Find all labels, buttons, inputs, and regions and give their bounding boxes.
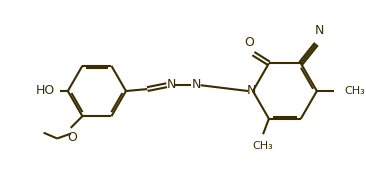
Text: N: N [167, 78, 176, 91]
Text: HO: HO [36, 84, 55, 97]
Text: O: O [67, 131, 76, 144]
Text: N: N [192, 78, 201, 91]
Text: CH₃: CH₃ [253, 141, 273, 151]
Text: CH₃: CH₃ [344, 86, 365, 96]
Text: N: N [247, 84, 257, 97]
Text: O: O [244, 36, 254, 49]
Text: N: N [315, 24, 324, 37]
